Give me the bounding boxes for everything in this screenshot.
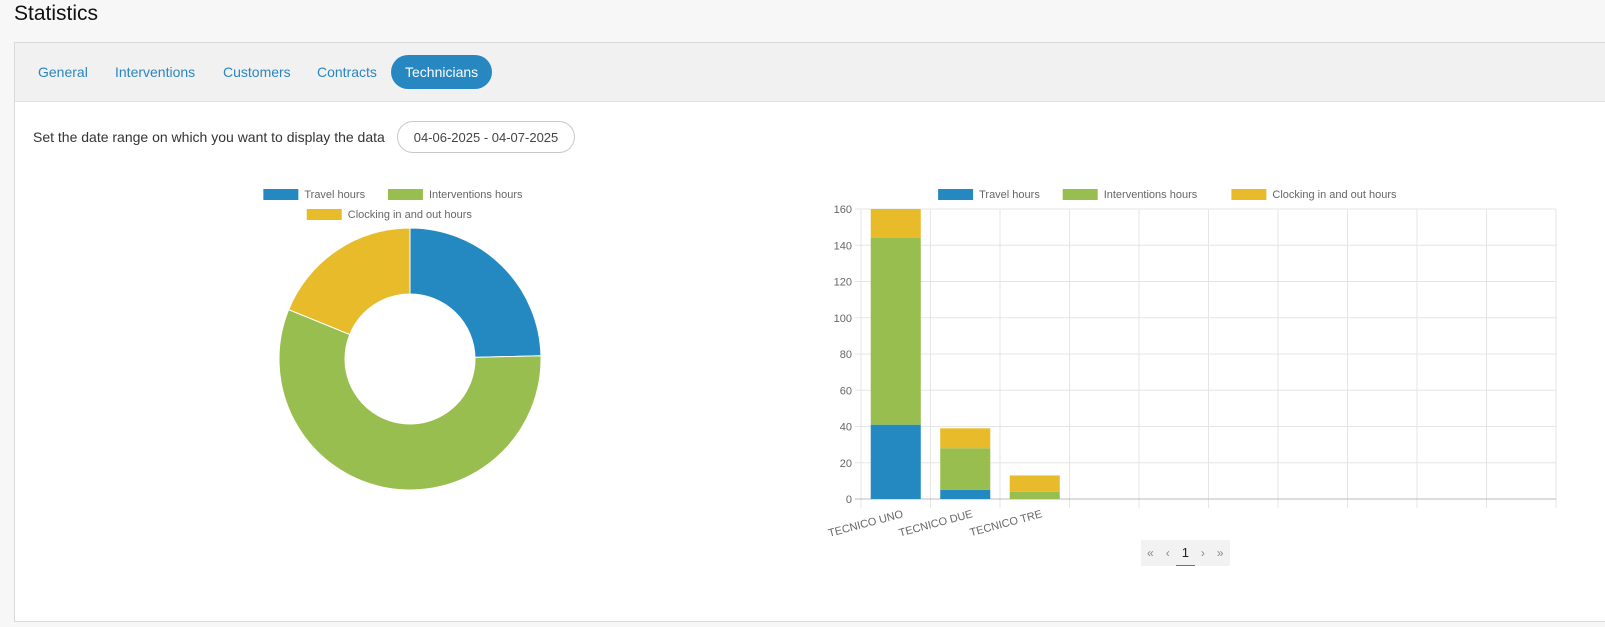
y-tick-label: 0 (846, 494, 852, 506)
bar-tecnico-due-clocking-in-and-out-hours[interactable] (940, 428, 991, 449)
x-tick-label: TECNICO UNO (827, 508, 905, 540)
donut-slice-clocking-in-and-out-hours[interactable] (288, 227, 411, 336)
tab-customers[interactable]: Customers (223, 64, 291, 80)
legend-label-interventions-hours: Interventions hours (1104, 189, 1198, 201)
charts-canvas: Travel hours Interventions hours Clocking … (263, 189, 1557, 540)
stacked-bar-chart: Travel hours Interventions hours Clocking … (827, 189, 1557, 540)
legend-label-travel-hours: Travel hours (304, 189, 365, 201)
bar-tecnico-due-interventions-hours[interactable] (940, 448, 991, 490)
legend-swatch-interventions-hours (1062, 189, 1098, 200)
tab-interventions[interactable]: Interventions (115, 64, 196, 80)
bar-tecnico-tre-interventions-hours[interactable] (1009, 491, 1060, 499)
bar-tecnico-uno-interventions-hours[interactable] (870, 238, 921, 425)
prev-page-button[interactable]: ‹ (1165, 546, 1170, 560)
pagination: « ‹ 1 › » (1141, 540, 1230, 566)
x-tick-label: TECNICO TRE (969, 508, 1044, 539)
current-page-button[interactable]: 1 (1175, 541, 1195, 566)
bar-tecnico-tre-clocking-in-and-out-hours[interactable] (1009, 475, 1060, 492)
page-title: Statistics (14, 2, 99, 25)
legend-swatch-interventions-hours (387, 189, 423, 200)
last-page-button[interactable]: » (1216, 546, 1224, 560)
x-tick-label: TECNICO DUE (898, 508, 974, 539)
legend-label-travel-hours: Travel hours (979, 189, 1040, 201)
y-tick-label: 100 (834, 313, 852, 325)
legend-label-interventions-hours: Interventions hours (429, 189, 523, 201)
tab-technicians[interactable]: Technicians (391, 55, 493, 89)
y-tick-label: 160 (834, 204, 852, 216)
tab-bar: General Interventions Customers Contract… (15, 43, 1605, 102)
donut-chart: Travel hours Interventions hours Clocking … (263, 189, 542, 491)
statistics-panel: General Interventions Customers Contract… (14, 42, 1605, 622)
donut-slice-travel-hours[interactable] (409, 227, 542, 358)
y-tick-label: 60 (840, 385, 852, 397)
tab-contracts[interactable]: Contracts (317, 64, 377, 80)
tab-general[interactable]: General (38, 64, 88, 80)
legend-label-clocking-in-and-out-hours: Clocking in and out hours (348, 209, 473, 221)
legend-label-clocking-in-and-out-hours: Clocking in and out hours (1272, 189, 1397, 201)
y-tick-label: 20 (840, 458, 852, 470)
date-range-input[interactable] (397, 121, 575, 153)
y-tick-label: 120 (834, 277, 852, 289)
y-tick-label: 40 (840, 422, 852, 434)
legend-swatch-travel-hours (263, 189, 299, 200)
bar-tecnico-uno-clocking-in-and-out-hours[interactable] (870, 209, 921, 238)
donut-slice-interventions-hours[interactable] (278, 308, 542, 491)
y-tick-label: 80 (840, 349, 852, 361)
first-page-button[interactable]: « (1147, 546, 1154, 560)
legend-swatch-clocking-in-and-out-hours (306, 209, 342, 220)
legend-swatch-travel-hours (938, 189, 974, 200)
bar-tecnico-due-travel-hours[interactable] (940, 489, 991, 499)
date-range-label: Set the date range on which you want to … (33, 129, 385, 145)
next-page-button[interactable]: › (1200, 546, 1205, 560)
bar-tecnico-uno-travel-hours[interactable] (870, 424, 921, 499)
legend-swatch-clocking-in-and-out-hours (1231, 189, 1267, 200)
y-tick-label: 140 (834, 240, 852, 252)
